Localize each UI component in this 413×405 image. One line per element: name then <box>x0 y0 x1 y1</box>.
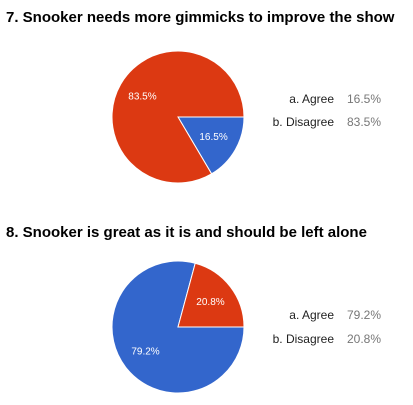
slice-label: 83.5% <box>128 91 156 102</box>
pie-slice <box>177 116 245 175</box>
legend-label: b. Disagree <box>273 332 335 346</box>
slice-label: 16.5% <box>199 132 227 143</box>
legend-label: b. Disagree <box>273 115 335 129</box>
question-title: 8. Snooker is great as it is and should … <box>6 224 367 241</box>
legend-label: a. Agree <box>289 308 334 322</box>
question-title: 7. Snooker needs more gimmicks to improv… <box>6 9 395 26</box>
legend-value: 16.5% <box>347 92 381 106</box>
pie-slice <box>177 262 245 328</box>
slice-label: 79.2% <box>131 347 159 358</box>
legend-value: 83.5% <box>347 115 381 129</box>
legend-label: a. Agree <box>289 92 334 106</box>
legend-value: 79.2% <box>347 308 381 322</box>
pie-slice <box>111 50 245 184</box>
slice-label: 20.8% <box>196 297 224 308</box>
legend-value: 20.8% <box>347 332 381 346</box>
